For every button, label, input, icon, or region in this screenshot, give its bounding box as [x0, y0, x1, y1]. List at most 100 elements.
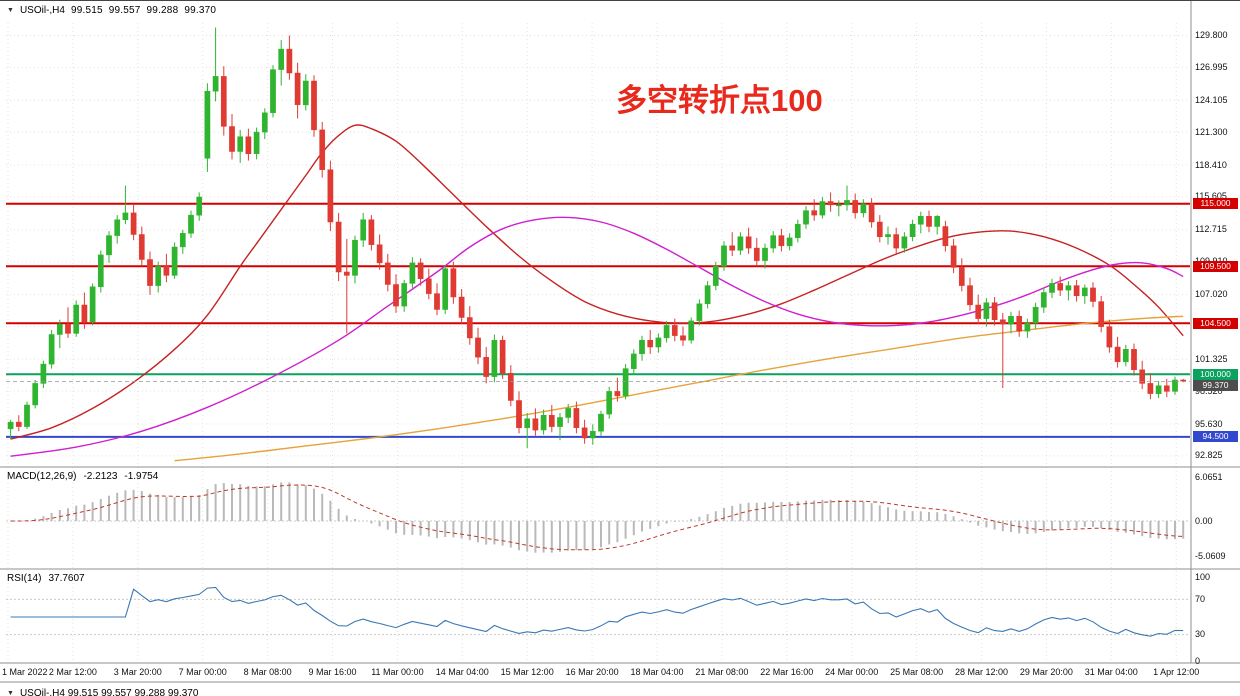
candle-down — [1098, 301, 1105, 327]
candle-down — [450, 268, 457, 298]
candle-down — [15, 421, 22, 427]
candle-up — [56, 324, 63, 335]
candle-down — [499, 339, 506, 374]
candle-up — [188, 214, 194, 234]
candle-down — [245, 136, 252, 155]
time-axis-label: 15 Mar 12:00 — [500, 667, 554, 677]
time-axis-label: 28 Mar 12:00 — [954, 667, 1009, 677]
candle-down — [319, 129, 326, 170]
price-tag: 94.500 — [1193, 431, 1238, 443]
candle-down — [811, 210, 818, 216]
candle-down — [876, 221, 883, 238]
candle-down — [1147, 383, 1154, 394]
candle-down — [327, 169, 334, 223]
price-tag: 109.500 — [1193, 260, 1238, 272]
candle-up — [1032, 306, 1039, 324]
candle-down — [671, 325, 678, 336]
candle-up — [1040, 292, 1047, 308]
candle-down — [532, 418, 539, 431]
price-axis-label: 121.300 — [1195, 126, 1228, 137]
candle-up — [1122, 349, 1129, 363]
candle-up — [24, 404, 30, 427]
time-axis-label: 16 Mar 20:00 — [565, 667, 619, 677]
candle-up — [1065, 285, 1072, 291]
candle-up — [786, 237, 793, 247]
candle-up — [540, 414, 547, 431]
candle-up — [909, 223, 916, 237]
time-axis-label: 9 Mar 16:00 — [308, 667, 357, 677]
time-axis-label: 11 Mar 00:00 — [371, 667, 424, 677]
price-tag: 104.500 — [1193, 317, 1238, 329]
time-axis-label: 31 Mar 04:00 — [1084, 667, 1138, 677]
candle-down — [458, 296, 465, 318]
candle-up — [712, 266, 719, 286]
rsi-indicator-label: RSI(14) 37.7607 — [7, 573, 85, 584]
candle-up — [204, 90, 211, 159]
candle-down — [581, 427, 588, 439]
price-axis-label: 101.325 — [1195, 353, 1228, 364]
macd-signal-value: -1.9754 — [124, 471, 159, 482]
candle-down — [745, 236, 752, 249]
candle-down — [81, 304, 88, 323]
rsi-value: 37.7607 — [48, 573, 85, 584]
candle-down — [548, 414, 555, 427]
candle-down — [950, 245, 957, 268]
candle-up — [1081, 287, 1088, 297]
candle-down — [417, 262, 424, 280]
candle-up — [73, 304, 80, 334]
macd-indicator-label: MACD(12,26,9) -2.2123 -1.9754 — [7, 471, 158, 482]
candle-down — [926, 216, 932, 227]
candle-up — [917, 216, 924, 225]
price-tag: 100.000 — [1193, 368, 1238, 380]
candle-up — [770, 235, 777, 249]
macd-value: -2.2123 — [83, 471, 118, 482]
candle-down — [1114, 346, 1121, 363]
candle-down — [975, 304, 982, 319]
candle-down — [614, 391, 621, 397]
bottom-chart-title-text: USOil-,H4 99.515 99.557 99.288 99.370 — [19, 688, 199, 696]
candle-down — [163, 266, 170, 276]
candle-down — [573, 408, 580, 428]
rsi-axis-label: 30 — [1195, 629, 1206, 640]
candle-up — [409, 262, 416, 284]
candle-up — [278, 48, 285, 70]
candle-down — [311, 80, 317, 131]
candle-up — [40, 363, 47, 384]
time-axis-label: 21 Mar 08:00 — [695, 667, 749, 677]
candle-up — [1024, 322, 1031, 332]
price-axis-label: 118.410 — [1195, 159, 1227, 170]
time-axis-label: 1 Mar 2022 — [2, 667, 48, 677]
candle-down — [1139, 369, 1146, 384]
time-axis-label: 18 Mar 04:00 — [630, 667, 684, 677]
candle-up — [721, 245, 727, 267]
candle-down — [343, 271, 350, 276]
ohlc-low: 99.288 — [146, 5, 179, 16]
candle-up — [688, 320, 695, 341]
rsi-axis-label: 100 — [1195, 572, 1211, 582]
candle-up — [934, 216, 941, 227]
candle-up — [737, 236, 744, 251]
price-axis-label: 112.715 — [1195, 224, 1227, 235]
price-axis-label: 126.995 — [1195, 61, 1228, 72]
candle-down — [680, 335, 686, 341]
candle-up — [352, 239, 358, 276]
candle-down — [1073, 285, 1080, 297]
chart-annotation-text[interactable]: 多空转折点100 — [616, 83, 823, 118]
candle-up — [491, 339, 498, 377]
candle-up — [1155, 385, 1162, 394]
candle-up — [179, 233, 186, 248]
time-axis-label: 7 Mar 00:00 — [178, 667, 227, 677]
candle-down — [368, 219, 375, 245]
macd-axis-label: 0.00 — [1195, 515, 1213, 526]
candle-up — [835, 204, 842, 207]
candle-down — [130, 212, 137, 235]
candle-up — [196, 196, 203, 216]
candle-up — [704, 285, 711, 305]
candle-up — [212, 76, 219, 92]
candle-up — [589, 430, 596, 439]
candle-down — [220, 76, 227, 127]
bottom-chart-title[interactable]: ▼ USOil-,H4 99.515 99.557 99.288 99.370 — [7, 688, 198, 696]
macd-axis-label: 6.0651 — [1195, 472, 1223, 483]
